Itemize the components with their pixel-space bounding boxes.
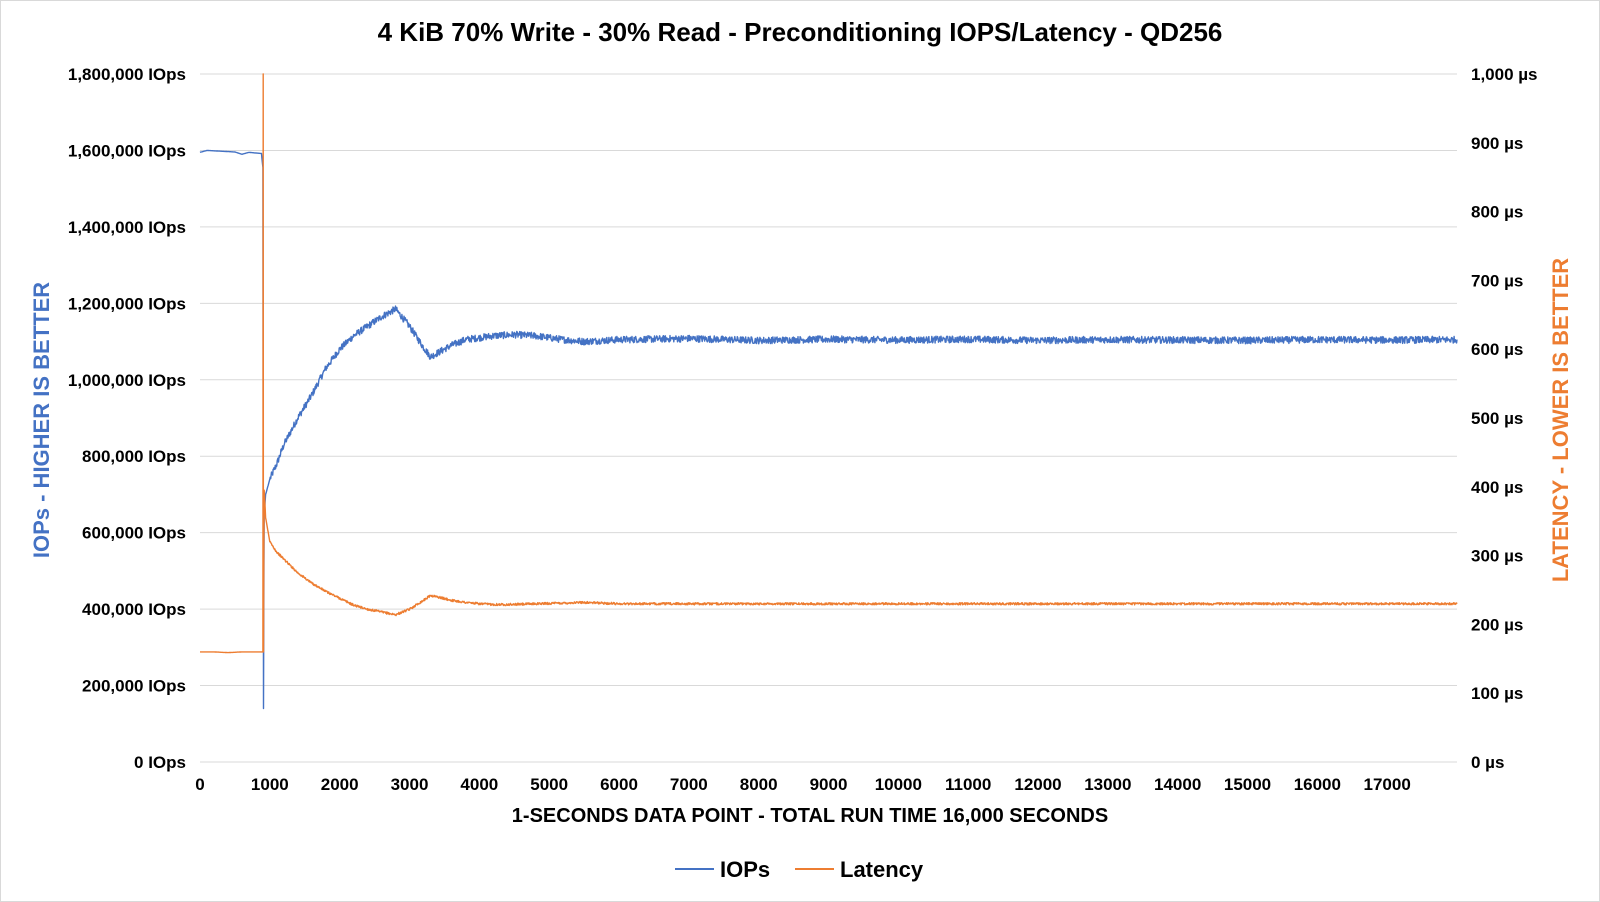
- gridlines: [200, 73, 1457, 763]
- x-tick-label: 17000: [1364, 775, 1411, 794]
- y-right-tick-label: 800 µs: [1471, 203, 1523, 222]
- y-axis-right-title: LATENCY - LOWER IS BETTER: [1548, 258, 1573, 582]
- x-tick-label: 0: [195, 775, 204, 794]
- x-tick-label: 2000: [321, 775, 359, 794]
- series-line-iops: [199, 149, 1458, 710]
- y-left-tick-label: 200,000 IOps: [82, 677, 186, 696]
- y-right-tick-label: 500 µs: [1471, 409, 1523, 428]
- y-axis-left-title: IOPs - HIGHER IS BETTER: [29, 282, 54, 558]
- y-left-tick-label: 800,000 IOps: [82, 447, 186, 466]
- y-left-tick-label: 1,000,000 IOps: [68, 371, 186, 390]
- y-axis-right-ticks: 0 µs 100 µs 200 µs 300 µs 400 µs 500 µs 600 µs…: [1471, 65, 1538, 772]
- plot-area: [199, 73, 1458, 710]
- y-left-tick-label: 0 IOps: [134, 753, 186, 772]
- series-line-latency: [199, 73, 1458, 654]
- x-tick-label: 15000: [1224, 775, 1271, 794]
- y-right-tick-label: 200 µs: [1471, 615, 1523, 634]
- x-axis-ticks: 0 1000 2000 3000 4000 5000 6000 7000 8000 9000 100…: [195, 775, 1411, 794]
- y-left-tick-label: 1,200,000 IOps: [68, 294, 186, 313]
- x-tick-label: 6000: [600, 775, 638, 794]
- y-right-tick-label: 0 µs: [1471, 753, 1504, 772]
- x-tick-label: 8000: [740, 775, 778, 794]
- x-tick-label: 13000: [1084, 775, 1131, 794]
- x-tick-label: 11000: [945, 775, 991, 794]
- x-tick-label: 5000: [530, 775, 568, 794]
- y-left-tick-label: 1,400,000 IOps: [68, 218, 186, 237]
- x-tick-label: 9000: [810, 775, 848, 794]
- x-tick-label: 4000: [460, 775, 498, 794]
- x-tick-label: 1000: [251, 775, 289, 794]
- x-tick-label: 7000: [670, 775, 708, 794]
- x-tick-label: 16000: [1294, 775, 1341, 794]
- y-right-tick-label: 1,000 µs: [1471, 65, 1538, 84]
- y-left-tick-label: 1,800,000 IOps: [68, 65, 186, 84]
- x-tick-label: 10000: [875, 775, 922, 794]
- legend: IOPs Latency: [675, 857, 924, 882]
- y-right-tick-label: 300 µs: [1471, 547, 1523, 566]
- y-right-tick-label: 400 µs: [1471, 478, 1523, 497]
- x-tick-label: 12000: [1014, 775, 1061, 794]
- y-right-tick-label: 600 µs: [1471, 340, 1523, 359]
- y-left-tick-label: 1,600,000 IOps: [68, 141, 186, 160]
- legend-label-latency: Latency: [840, 857, 924, 882]
- chart-title: 4 KiB 70% Write - 30% Read - Preconditio…: [378, 17, 1223, 47]
- y-left-tick-label: 400,000 IOps: [82, 600, 186, 619]
- y-right-tick-label: 900 µs: [1471, 134, 1523, 153]
- y-right-tick-label: 700 µs: [1471, 271, 1523, 290]
- x-axis-title: 1-SECONDS DATA POINT - TOTAL RUN TIME 16…: [512, 805, 1108, 827]
- y-axis-left-ticks: 0 IOps 200,000 IOps 400,000 IOps 600,000 IO…: [68, 65, 186, 772]
- x-tick-label: 3000: [391, 775, 429, 794]
- y-right-tick-label: 100 µs: [1471, 684, 1523, 703]
- x-tick-label: 14000: [1154, 775, 1201, 794]
- y-left-tick-label: 600,000 IOps: [82, 524, 186, 543]
- legend-label-iops: IOPs: [720, 857, 770, 882]
